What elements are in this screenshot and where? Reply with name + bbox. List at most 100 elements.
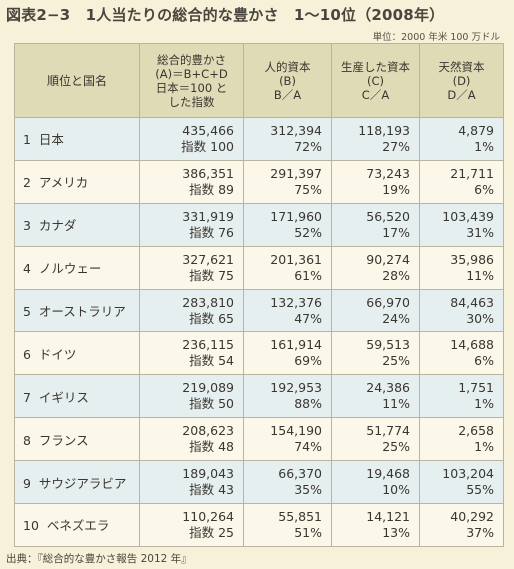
natural-value: 103,204 [442,466,494,482]
header-rank-country: 順位と国名 [14,43,140,118]
rank-number: 1 [23,132,31,148]
header-natural-line: (D) [452,73,471,88]
natural-share: 30% [466,310,494,326]
human-share: 69% [294,353,322,369]
human-value: 291,397 [270,165,322,181]
rank-number: 2 [23,175,31,191]
produced-value: 73,243 [366,165,410,181]
rank-country-cell: 7 イギリス [14,374,140,419]
total-value: 331,919 [182,208,234,224]
natural-cell: 4,879 1% [419,117,504,161]
produced-value: 118,193 [358,122,410,138]
total-value: 219,089 [182,380,234,396]
produced-value: 19,468 [366,466,410,482]
table-row: 6 ドイツ 236,115 指数 54 161,914 69% 59,513 2… [14,331,504,376]
produced-share: 25% [382,353,410,369]
natural-share: 6% [474,181,494,197]
human-share: 52% [294,224,322,240]
total-value: 208,623 [182,423,234,439]
human-cell: 171,960 52% [243,202,332,247]
human-share: 75% [294,181,322,197]
human-share: 74% [294,439,322,455]
human-cell: 154,190 74% [243,417,332,462]
produced-cell: 51,774 25% [331,417,420,462]
index-value: 指数 75 [189,267,234,283]
country-name: ベネズエラ [46,518,110,534]
header-natural: 天然資本 (D) D／A [419,43,504,118]
natural-cell: 40,292 37% [419,503,504,547]
index-value: 指数 89 [189,181,234,197]
produced-cell: 73,243 19% [331,159,420,204]
produced-share: 27% [382,138,410,154]
country-name: ドイツ [38,346,77,362]
produced-value: 59,513 [366,337,410,353]
header-total: 総合的豊かさ (A)＝B+C+D 日本＝100 と した指数 [139,43,244,118]
wealth-table: 順位と国名 総合的豊かさ (A)＝B+C+D 日本＝100 と した指数 人的資… [14,43,504,547]
header-human-line: (B) [279,73,296,88]
produced-value: 90,274 [366,251,410,267]
human-share: 88% [294,396,322,412]
index-value: 指数 25 [189,524,234,540]
country-name: フランス [38,432,89,448]
produced-cell: 59,513 25% [331,331,420,376]
table-row: 8 フランス 208,623 指数 48 154,190 74% 51,774 … [14,417,504,462]
produced-cell: 56,520 17% [331,202,420,247]
country-name: サウジアラビア [38,475,127,491]
human-cell: 201,361 61% [243,245,332,290]
total-value: 236,115 [182,337,234,353]
rank-country-cell: 3 カナダ [14,202,140,247]
natural-value: 35,986 [450,251,494,267]
natural-cell: 1,751 1% [419,374,504,419]
header-natural-line: D／A [447,87,476,102]
produced-share: 13% [382,524,410,540]
human-value: 55,851 [278,508,322,524]
natural-value: 40,292 [450,508,494,524]
natural-share: 1% [474,138,494,154]
produced-share: 24% [382,310,410,326]
human-value: 132,376 [270,294,322,310]
rank-number: 9 [23,475,31,491]
index-value: 指数 65 [189,310,234,326]
total-cell: 331,919 指数 76 [139,202,244,247]
header-human: 人的資本 (B) B／A [243,43,332,118]
human-value: 154,190 [270,423,322,439]
total-cell: 189,043 指数 43 [139,460,244,505]
rank-country-cell: 8 フランス [14,417,140,462]
produced-value: 14,121 [366,508,410,524]
human-value: 66,370 [278,466,322,482]
country-name: カナダ [38,218,77,234]
total-cell: 219,089 指数 50 [139,374,244,419]
human-share: 35% [294,482,322,498]
total-cell: 435,466 指数 100 [139,117,244,161]
total-value: 435,466 [182,122,234,138]
total-cell: 283,810 指数 65 [139,288,244,333]
total-cell: 327,621 指数 75 [139,245,244,290]
rank-number: 4 [23,261,31,277]
header-total-line: 総合的豊かさ [157,52,226,67]
table-row: 9 サウジアラビア 189,043 指数 43 66,370 35% 19,46… [14,460,504,505]
country-name: ノルウェー [38,261,102,277]
natural-value: 84,463 [450,294,494,310]
natural-value: 4,879 [458,122,494,138]
produced-share: 17% [382,224,410,240]
produced-share: 19% [382,181,410,197]
header-human-line: 人的資本 [264,59,311,74]
header-produced-line: 生産した資本 [341,59,410,74]
human-cell: 192,953 88% [243,374,332,419]
natural-share: 11% [466,267,494,283]
total-cell: 110,264 指数 25 [139,503,244,547]
human-share: 51% [294,524,322,540]
natural-value: 1,751 [458,380,494,396]
rank-number: 8 [23,432,31,448]
natural-cell: 103,204 55% [419,460,504,505]
natural-value: 21,711 [450,165,494,181]
human-value: 201,361 [270,251,322,267]
natural-cell: 14,688 6% [419,331,504,376]
natural-cell: 2,658 1% [419,417,504,462]
human-cell: 132,376 47% [243,288,332,333]
header-row: 順位と国名 総合的豊かさ (A)＝B+C+D 日本＝100 と した指数 人的資… [14,43,504,118]
produced-share: 11% [382,396,410,412]
index-value: 指数 48 [189,439,234,455]
produced-value: 66,970 [366,294,410,310]
